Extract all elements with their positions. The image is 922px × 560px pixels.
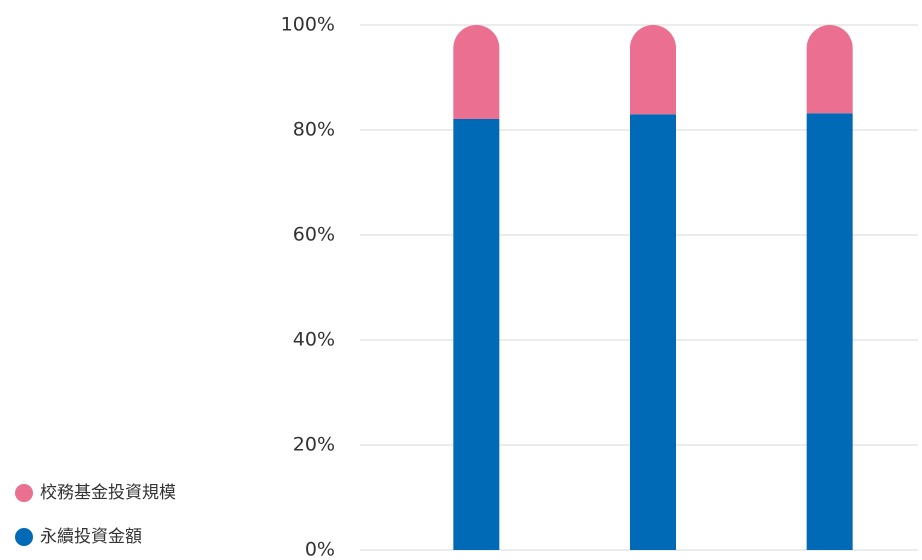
y-tick-label: 80% [293,119,335,141]
legend-label: 校務基金投資規模 [40,483,176,503]
legend-label: 永續投資金額 [40,527,142,547]
y-tick-label: 0% [305,539,335,560]
bar-segment [806,113,853,550]
bar-segment [630,25,676,115]
y-tick-label: 20% [293,434,335,456]
bar-segment [806,25,853,114]
legend-swatch [15,528,33,546]
y-tick-label: 60% [293,224,335,246]
bar-segment [453,25,500,119]
y-tick-label: 40% [293,329,335,351]
legend-swatch [15,484,33,502]
y-tick-label: 100% [281,14,335,36]
bar-segment [630,114,676,550]
bar-segment [453,118,500,550]
